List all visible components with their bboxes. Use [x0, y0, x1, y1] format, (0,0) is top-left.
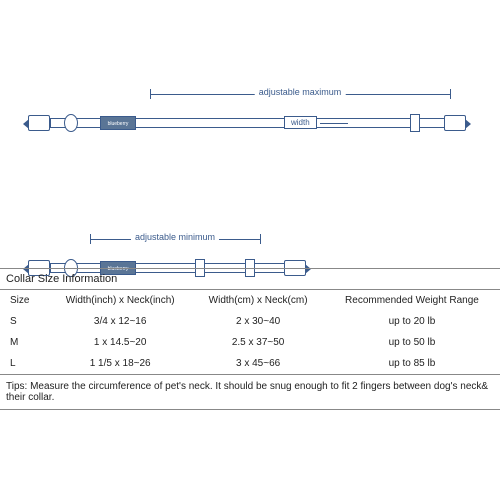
- col-width-inch: Width(inch) x Neck(inch): [48, 290, 192, 311]
- collar-max-row: adjustable maximum blueberry width: [20, 88, 480, 138]
- dim-label-max: adjustable maximum: [255, 87, 346, 97]
- buckle-left-icon: [28, 115, 50, 131]
- table-row: L 1 1/5 x 18~26 3 x 45~66 up to 85 lb: [0, 353, 500, 374]
- buckle-right-icon: [444, 115, 466, 131]
- slider-icon: [410, 114, 420, 132]
- collar-diagram: adjustable maximum blueberry width adjus…: [20, 88, 480, 258]
- col-size: Size: [0, 290, 48, 311]
- dim-label-min: adjustable minimum: [131, 232, 219, 242]
- table-row: M 1 x 14.5~20 2.5 x 37~50 up to 50 lb: [0, 332, 500, 353]
- col-width-cm: Width(cm) x Neck(cm): [192, 290, 324, 311]
- width-callout: width: [284, 116, 317, 129]
- size-table-area: Collar Size Information Size Width(inch)…: [0, 268, 500, 410]
- tips-text: Tips: Measure the circumference of pet's…: [0, 375, 500, 409]
- brand-tag-text: blueberry: [101, 117, 135, 131]
- brand-tag: blueberry: [100, 116, 136, 130]
- table-row: S 3/4 x 12~16 2 x 30~40 up to 20 lb: [0, 311, 500, 332]
- col-weight: Recommended Weight Range: [324, 290, 500, 311]
- table-title: Collar Size Information: [0, 269, 500, 289]
- table-header-row: Size Width(inch) x Neck(inch) Width(cm) …: [0, 290, 500, 311]
- size-table: Size Width(inch) x Neck(inch) Width(cm) …: [0, 290, 500, 374]
- d-ring-icon: [64, 114, 78, 132]
